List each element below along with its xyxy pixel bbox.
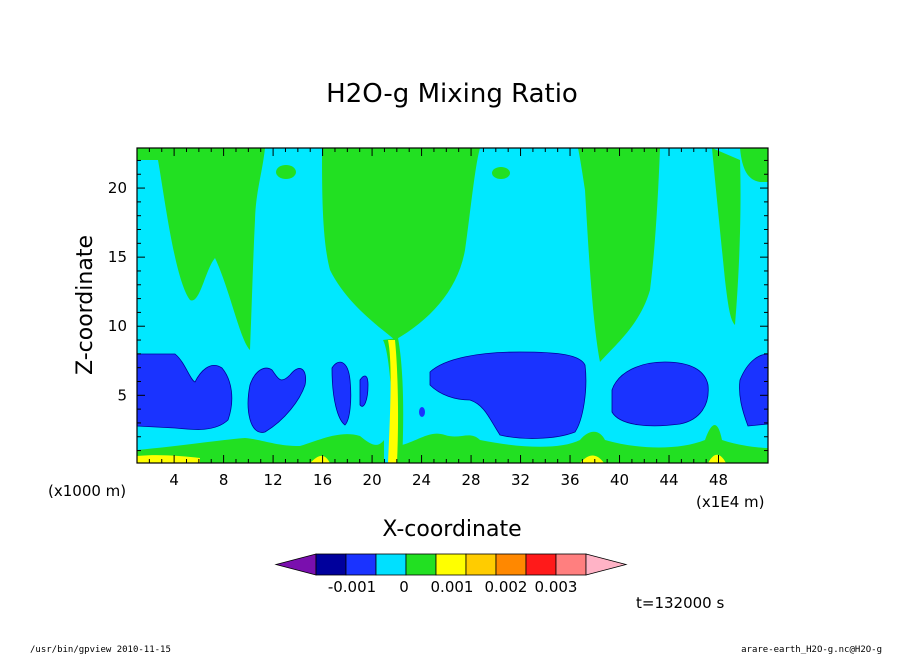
green-band-surface-right (402, 425, 768, 463)
colorbar-swatch (555, 553, 587, 576)
green-region-right (712, 148, 768, 325)
colorbar-tick-label: 0.001 (431, 578, 474, 596)
blue-region-6 (611, 361, 709, 427)
x-tick-label: 12 (264, 471, 283, 489)
colorbar-tick-labels: -0.001 0 0.001 0.002 0.003 (328, 578, 578, 596)
x-tick-label: 24 (412, 471, 431, 489)
y-tick-label: 20 (108, 179, 127, 197)
x-tick-label: 36 (560, 471, 579, 489)
x-tick-label: 4 (169, 471, 179, 489)
yellow-sliver-36 (580, 455, 604, 463)
blue-region-7 (739, 353, 768, 427)
y-axis-ticks: 5 10 15 20 (108, 159, 768, 452)
colorbar-arrow-low (274, 553, 317, 576)
colorbar-swatch (495, 553, 527, 576)
footer-right: arare-earth_H2O-g.nc@H2O-g (741, 645, 882, 654)
yellow-sliver-48 (708, 454, 726, 463)
y-scale-note: (x1000 m) (48, 482, 126, 500)
colorbar-swatch (405, 553, 437, 576)
blue-dot (419, 407, 425, 417)
x-tick-label: 48 (709, 471, 728, 489)
green-blob-1 (276, 165, 296, 179)
x-tick-label: 16 (313, 471, 332, 489)
colorbar-tick-label: 0.003 (535, 578, 578, 596)
blue-region-5 (429, 351, 587, 439)
x-tick-label: 20 (363, 471, 382, 489)
colorbar-swatch (315, 553, 347, 576)
plot-frame (136, 147, 769, 464)
time-annotation: t=132000 s (636, 594, 724, 612)
green-region-center (322, 148, 480, 340)
x-tick-label: 44 (659, 471, 678, 489)
x-axis-ticks: 4 8 12 16 20 24 28 32 36 40 44 48 (148, 148, 728, 489)
colorbar-tick-label: 0 (399, 578, 409, 596)
yellow-column (388, 340, 399, 463)
y-tick-label: 15 (108, 248, 127, 266)
y-tick-label: 5 (117, 386, 127, 404)
x-tick-label: 32 (511, 471, 530, 489)
footer-left: /usr/bin/gpview 2010-11-15 (30, 645, 171, 654)
colorbar-swatch (345, 553, 377, 576)
x-scale-note: (x1E4 m) (696, 493, 765, 511)
colorbar (274, 553, 628, 576)
blue-region-3 (331, 361, 352, 426)
colorbar-swatch (435, 553, 467, 576)
colorbar-tick-label: 0.002 (485, 578, 528, 596)
x-axis-label: X-coordinate (382, 517, 521, 542)
x-tick-label: 8 (219, 471, 229, 489)
yellow-sliver-left (137, 455, 200, 463)
y-tick-label: 10 (108, 317, 127, 335)
green-region-right-center (578, 148, 660, 362)
blue-region-4 (359, 375, 369, 407)
x-tick-label: 28 (462, 471, 481, 489)
green-blob-2 (492, 167, 510, 179)
green-region-left (137, 148, 265, 350)
blue-region-1 (137, 353, 233, 430)
contour-fields (137, 148, 768, 463)
colorbar-swatch (375, 553, 407, 576)
colorbar-swatch (525, 553, 557, 576)
chart-title: H2O-g Mixing Ratio (326, 79, 578, 109)
y-axis-label: Z-coordinate (73, 235, 98, 375)
colorbar-tick-label: -0.001 (328, 578, 376, 596)
colorbar-arrow-high (585, 553, 628, 576)
x-tick-label: 40 (610, 471, 629, 489)
blue-region-2 (247, 367, 307, 433)
colorbar-swatch (465, 553, 497, 576)
yellow-sliver-16 (310, 455, 330, 463)
